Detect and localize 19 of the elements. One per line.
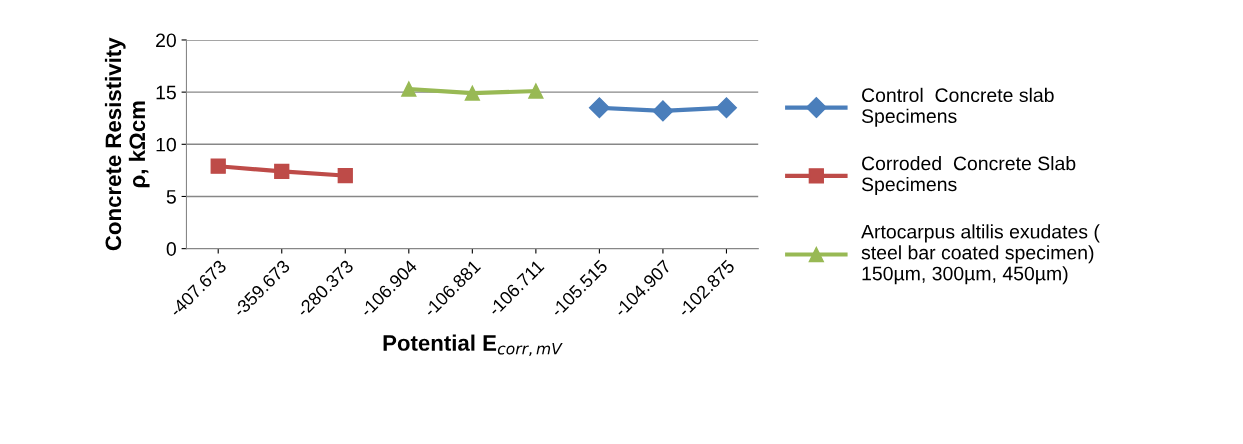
point [274,163,290,180]
x-axis-title: Potential E$_{corr,mV}$ [383,334,563,357]
point [401,81,417,97]
y-tick-label: 20 [156,33,176,48]
point [715,97,737,119]
point [210,158,226,174]
y-tick-label: 5 [166,190,176,204]
y-axis-title: Concrete Resistivity ρ, kΩcm [104,37,150,251]
y-tick-label: 0 [166,242,176,256]
legend-label: Artocarpus altilis exudates ( steel bar coated specimen) 150µm, 300µm, 450µm) [861,224,1100,285]
legend-label: Control Concrete slab Specimens [861,87,1054,127]
point [652,100,674,122]
legend-label: Corroded Concrete Slab Specimens [861,156,1076,196]
y-tick-label: 15 [156,85,176,100]
point [588,97,610,119]
point [337,167,353,184]
y-tick-label: 10 [156,137,176,152]
point [528,83,544,99]
point [464,85,480,101]
